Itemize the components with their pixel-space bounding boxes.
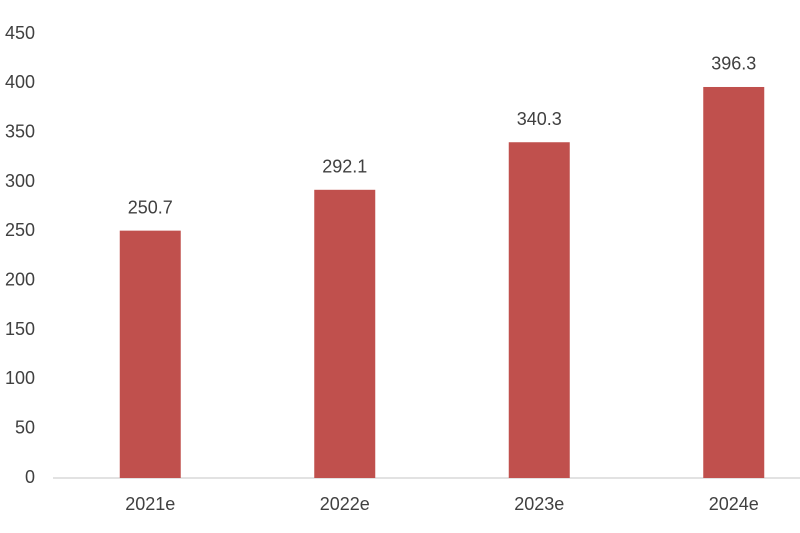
y-tick-label: 50 [15, 417, 35, 437]
y-tick-label: 450 [5, 23, 35, 43]
x-tick-label: 2024e [709, 494, 759, 514]
y-tick-label: 200 [5, 269, 35, 289]
y-tick-label: 250 [5, 220, 35, 240]
bar [314, 189, 376, 478]
data-label: 292.1 [322, 157, 367, 177]
x-tick-label: 2023e [514, 494, 564, 514]
y-tick-label: 100 [5, 368, 35, 388]
x-tick-label: 2022e [320, 494, 370, 514]
y-tick-label: 300 [5, 171, 35, 191]
bar [119, 230, 181, 478]
y-tick-label: 150 [5, 319, 35, 339]
data-label: 340.3 [517, 109, 562, 129]
bar [508, 142, 570, 478]
data-label: 250.7 [128, 197, 173, 217]
data-label: 396.3 [711, 54, 756, 74]
y-tick-label: 400 [5, 72, 35, 92]
x-tick-label: 2021e [125, 494, 175, 514]
y-tick-label: 350 [5, 121, 35, 141]
bar [703, 86, 765, 478]
y-tick-label: 0 [25, 467, 35, 487]
